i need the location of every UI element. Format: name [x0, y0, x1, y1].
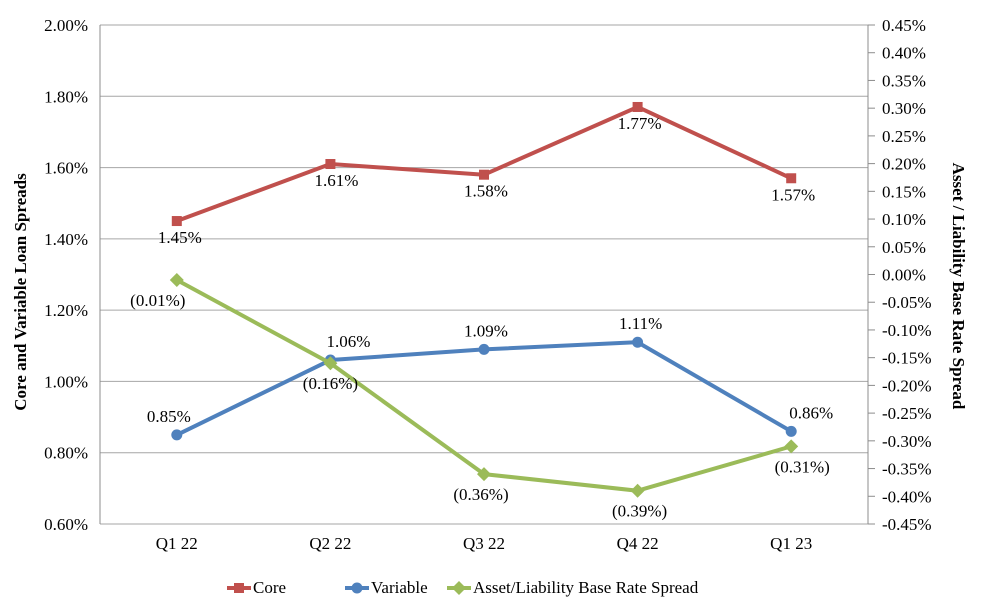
x-axis-label: Q1 22: [156, 534, 198, 553]
right-axis-tick-label: 0.45%: [882, 16, 926, 35]
data-point-diamond: [477, 467, 491, 482]
data-point-square: [325, 159, 336, 170]
legend-item-core: Core: [226, 577, 286, 599]
data-label: 1.09%: [464, 321, 508, 340]
legend-circle-icon: [345, 582, 369, 594]
right-axis-tick-label: -0.05%: [882, 293, 932, 312]
left-axis-tick-label: 1.20%: [44, 301, 88, 320]
data-label: 0.85%: [147, 407, 191, 426]
data-point-diamond: [784, 439, 799, 454]
legend-item-variable: Variable: [344, 577, 428, 599]
data-label: 1.61%: [314, 171, 358, 190]
data-point-square: [171, 216, 182, 227]
legend-diamond-icon: [447, 581, 471, 595]
right-axis-tick-label: -0.45%: [882, 515, 932, 534]
data-label: 1.11%: [619, 314, 662, 333]
right-axis-tick-label: -0.25%: [882, 404, 932, 423]
data-label: 1.77%: [618, 114, 662, 133]
right-axis-tick-label: 0.25%: [882, 127, 926, 146]
right-axis-tick-label: 0.00%: [882, 266, 926, 285]
right-axis-tick-label: -0.15%: [882, 349, 932, 368]
data-point-circle: [478, 343, 490, 355]
legend-label: Asset/Liability Base Rate Spread: [473, 578, 699, 597]
legend-label: Core: [253, 578, 287, 597]
data-label: 1.45%: [158, 228, 202, 247]
series-line-asset-liability-base-rate-spread: [174, 278, 794, 493]
data-point-circle: [632, 336, 644, 348]
x-axis-label: Q2 22: [309, 534, 351, 553]
data-point-circle: [171, 429, 183, 441]
right-axis-title: Asset / Liability Base Rate Spread: [949, 162, 968, 410]
data-point-diamond: [630, 483, 645, 498]
data-point-square: [632, 101, 643, 112]
right-axis-tick-label: -0.40%: [882, 487, 932, 506]
right-axis-tick-label: 0.20%: [882, 155, 926, 174]
left-axis-tick-label: 0.60%: [44, 515, 88, 534]
series-line-core: [174, 104, 794, 224]
data-label: 0.86%: [789, 403, 833, 422]
legend-label: Variable: [371, 578, 428, 597]
legend-item-asset-liability-base-rate-spread: Asset/Liability Base Rate Spread: [446, 577, 698, 599]
data-point-circle: [785, 425, 797, 437]
right-axis-tick-label: 0.30%: [882, 99, 926, 118]
data-label: (0.39%): [612, 502, 667, 521]
series-line-variable: [174, 340, 794, 437]
right-axis-tick-label: 0.40%: [882, 44, 926, 63]
data-label: 1.57%: [771, 185, 815, 204]
data-point-square: [479, 169, 489, 180]
data-label: 1.06%: [326, 332, 370, 351]
data-label: 1.58%: [464, 182, 508, 201]
data-point-diamond: [169, 273, 184, 288]
right-axis-tick-label: -0.35%: [882, 460, 932, 479]
data-label: (0.16%): [303, 374, 358, 393]
data-label: (0.01%): [130, 291, 185, 310]
right-axis-tick-label: -0.20%: [882, 376, 932, 395]
left-axis-tick-label: 2.00%: [44, 16, 88, 35]
left-axis-tick-label: 1.40%: [44, 230, 88, 249]
right-axis-tick-label: 0.05%: [882, 238, 926, 257]
right-axis-tick-label: 0.15%: [882, 182, 926, 201]
left-axis-title: Core and Variable Loan Spreads: [11, 173, 30, 411]
data-point-square: [786, 173, 797, 184]
right-axis-tick-label: 0.10%: [882, 210, 926, 229]
right-axis-tick-label: -0.10%: [882, 321, 932, 340]
data-point-diamond: [323, 356, 338, 371]
data-label: (0.31%): [775, 457, 830, 476]
x-axis-label: Q3 22: [463, 534, 505, 553]
left-axis-tick-label: 0.80%: [44, 444, 88, 463]
left-axis-tick-label: 1.80%: [44, 87, 88, 106]
x-axis-label: Q1 23: [770, 534, 812, 553]
left-axis-tick-label: 1.00%: [44, 372, 88, 391]
right-axis-tick-label: -0.30%: [882, 432, 932, 451]
left-axis-tick-label: 1.60%: [44, 159, 88, 178]
data-label: (0.36%): [453, 485, 508, 504]
right-axis-tick-label: 0.35%: [882, 71, 926, 90]
x-axis-label: Q4 22: [617, 534, 659, 553]
legend-square-icon: [227, 583, 251, 593]
